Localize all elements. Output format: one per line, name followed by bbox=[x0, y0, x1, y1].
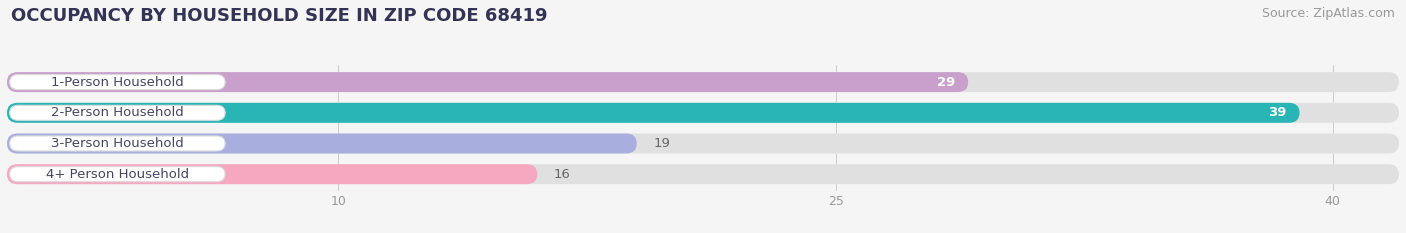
Text: 19: 19 bbox=[654, 137, 671, 150]
FancyBboxPatch shape bbox=[7, 134, 637, 154]
Text: 16: 16 bbox=[554, 168, 571, 181]
FancyBboxPatch shape bbox=[7, 103, 1299, 123]
Text: 29: 29 bbox=[936, 76, 955, 89]
Text: OCCUPANCY BY HOUSEHOLD SIZE IN ZIP CODE 68419: OCCUPANCY BY HOUSEHOLD SIZE IN ZIP CODE … bbox=[11, 7, 548, 25]
Text: 4+ Person Household: 4+ Person Household bbox=[46, 168, 188, 181]
Text: 2-Person Household: 2-Person Household bbox=[51, 106, 184, 119]
FancyBboxPatch shape bbox=[10, 75, 225, 90]
FancyBboxPatch shape bbox=[7, 103, 1399, 123]
Text: 39: 39 bbox=[1268, 106, 1286, 119]
Text: 3-Person Household: 3-Person Household bbox=[51, 137, 184, 150]
FancyBboxPatch shape bbox=[7, 72, 1399, 92]
FancyBboxPatch shape bbox=[7, 164, 537, 184]
FancyBboxPatch shape bbox=[7, 72, 969, 92]
FancyBboxPatch shape bbox=[7, 134, 1399, 154]
FancyBboxPatch shape bbox=[7, 164, 1399, 184]
FancyBboxPatch shape bbox=[10, 167, 225, 182]
Text: 1-Person Household: 1-Person Household bbox=[51, 76, 184, 89]
FancyBboxPatch shape bbox=[10, 105, 225, 120]
FancyBboxPatch shape bbox=[10, 136, 225, 151]
Text: Source: ZipAtlas.com: Source: ZipAtlas.com bbox=[1261, 7, 1395, 20]
